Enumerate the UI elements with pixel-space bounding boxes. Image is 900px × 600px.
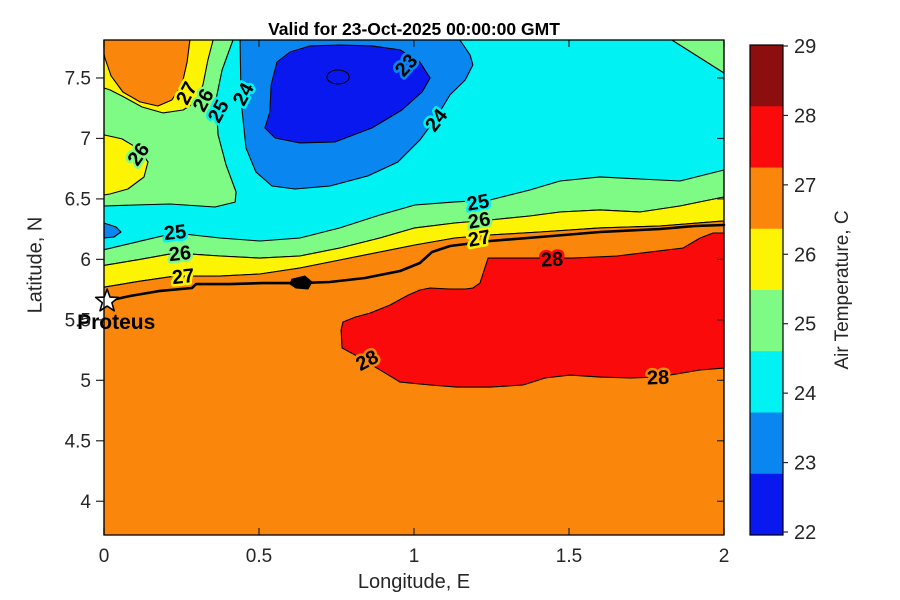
colorbar-tick-label: 24 bbox=[794, 383, 816, 405]
x-tick-label: 1 bbox=[409, 546, 420, 567]
x-tick-label: 2 bbox=[719, 546, 730, 567]
west-yellow-blob-26-27 bbox=[103, 134, 149, 196]
contour-label-28-15: 28 bbox=[647, 367, 670, 390]
colorbar-segment-blue bbox=[750, 412, 783, 475]
y-tick-label: 6.5 bbox=[65, 189, 91, 210]
colorbar-tick-label: 27 bbox=[794, 175, 816, 197]
colorbar-segment-green bbox=[750, 290, 783, 352]
colorbar-segment-yellow bbox=[750, 228, 783, 291]
colorbar-tick-label: 26 bbox=[794, 244, 816, 266]
y-tick-label: 5 bbox=[80, 371, 91, 392]
colorbar-tick-label: 22 bbox=[794, 522, 816, 544]
colorbar-segment-darkred bbox=[750, 45, 783, 107]
x-tick-label: 1.5 bbox=[556, 546, 582, 567]
colorbar-segment-darkblue bbox=[750, 473, 783, 536]
y-tick-label: 5.5 bbox=[65, 310, 91, 331]
colorbar-tick-label: 25 bbox=[794, 314, 816, 336]
station-star-icon bbox=[94, 288, 120, 312]
x-tick-label: 0 bbox=[99, 546, 110, 567]
colorbar-tick-label: 23 bbox=[794, 453, 816, 475]
cold-core-darkblue-22-23 bbox=[264, 44, 431, 144]
colorbar-tick-label: 28 bbox=[794, 105, 816, 127]
station-label: Proteus bbox=[77, 311, 155, 334]
colorbar-segment-orange bbox=[750, 167, 783, 230]
colorbar-segment-red bbox=[750, 106, 783, 168]
plot-border bbox=[103, 39, 725, 536]
plot-title: Valid for 23-Oct-2025 00:00:00 GMT bbox=[268, 19, 560, 39]
contour-label-28-13: 28 bbox=[540, 248, 563, 271]
colorbar-label: Air Temperature, C bbox=[832, 210, 853, 370]
y-tick-label: 4 bbox=[80, 492, 91, 513]
inner-contour-ring bbox=[326, 69, 350, 85]
colorbar-segment-cyan bbox=[750, 351, 783, 413]
warm-pool-red-28-29 bbox=[340, 232, 725, 388]
x-tick-label: 0.5 bbox=[246, 546, 272, 567]
contour-label-27-12: 27 bbox=[466, 226, 492, 252]
contour-label-27-9: 27 bbox=[171, 265, 195, 289]
proteus-track bbox=[105, 223, 726, 303]
colorbar-tick-label: 29 bbox=[794, 36, 816, 58]
x-axis-label: Longitude, E bbox=[357, 571, 471, 593]
contour-label-25-7: 25 bbox=[163, 221, 187, 245]
y-tick-label: 4.5 bbox=[65, 431, 91, 452]
y-tick-label: 7.5 bbox=[65, 68, 91, 89]
contour-label-26-8: 26 bbox=[168, 242, 192, 266]
y-tick-label: 6 bbox=[80, 250, 91, 271]
y-tick-label: 7 bbox=[80, 129, 91, 150]
y-axis-label: Latitude, N bbox=[24, 216, 47, 314]
track-blob bbox=[289, 275, 313, 290]
colorbar-border bbox=[749, 44, 784, 536]
